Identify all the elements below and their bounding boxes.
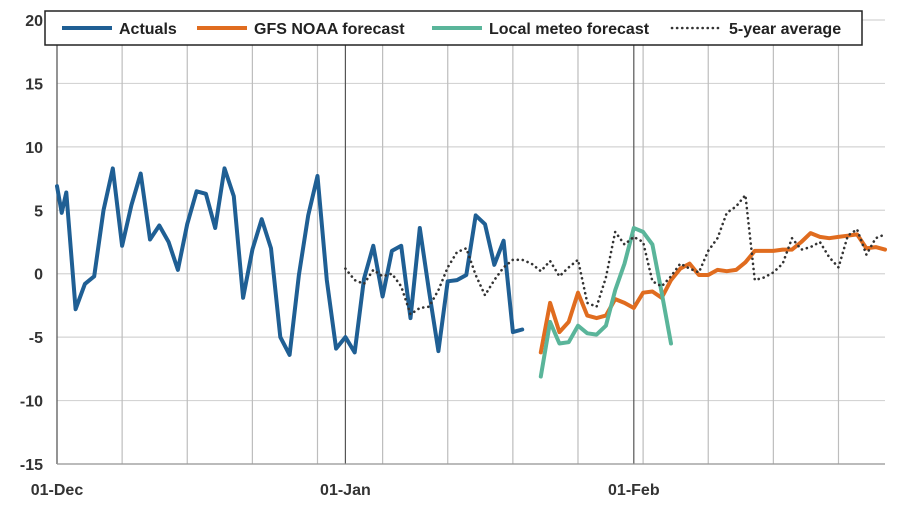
series-line-gfs-noaa-forecast <box>538 231 887 355</box>
series-line-actuals <box>55 166 525 357</box>
legend-label: Local meteo forecast <box>489 21 650 38</box>
y-tick-label: -15 <box>20 457 43 474</box>
series-layer <box>55 166 887 379</box>
x-tick-label: 01-Feb <box>608 482 660 499</box>
y-tick-label: -5 <box>29 330 43 347</box>
y-tick-label: -10 <box>20 394 43 411</box>
grid-layer <box>56 19 885 465</box>
y-tick-label: 10 <box>25 140 43 157</box>
y-tick-label: 20 <box>25 13 43 30</box>
axis-layer: 20 15 10 5 0 -5 -10 -15 01-Dec 01-Jan 01-Feb <box>20 13 885 499</box>
series-line-local-meteo-forecast <box>538 226 673 379</box>
legend: Actuals GFS NOAA forecast Local meteo fore… <box>44 10 863 46</box>
legend-label: Actuals <box>119 21 177 38</box>
x-tick-label: 01-Dec <box>31 482 84 499</box>
x-tick-label: 01-Jan <box>320 482 371 499</box>
y-tick-label: 0 <box>34 267 43 284</box>
series-line-5-year-average <box>344 193 887 316</box>
y-tick-label: 5 <box>34 203 43 220</box>
y-tick-label: 15 <box>25 76 43 93</box>
legend-label: GFS NOAA forecast <box>254 21 405 38</box>
legend-label: 5-year average <box>729 21 841 38</box>
